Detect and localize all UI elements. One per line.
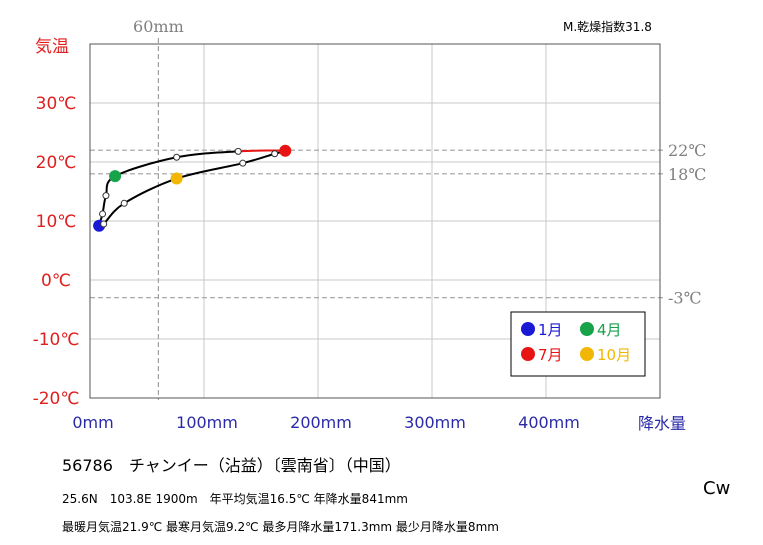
legend-label: 7月	[538, 346, 563, 364]
legend-box	[510, 311, 646, 377]
legend: 1月 4月 7月 10月	[510, 311, 646, 377]
curve-segment	[123, 177, 177, 205]
ref-label-temp: -3℃	[668, 289, 701, 308]
station-title: 56786 チャンイー（沾益）〔雲南省〕（中国）	[62, 456, 401, 475]
ref-label-temp: 18℃	[668, 165, 706, 184]
curve-segment	[176, 150, 239, 159]
legend-label: 10月	[597, 346, 631, 364]
plot-frame	[89, 43, 661, 399]
y-tick-label: 30℃	[36, 94, 77, 114]
month-point	[170, 172, 183, 185]
month-point	[102, 192, 110, 200]
reference-lines: 60mm 22℃ 18℃ -3℃	[90, 17, 706, 400]
tick-labels: 30℃ 20℃ 10℃ 0℃ -10℃ -20℃ 0mm 100mm 200mm 300mm 400…	[33, 94, 580, 432]
station-stats-1: 25.6N 103.8E 1900m 年平均気温16.5℃ 年降水量841mm	[62, 492, 408, 506]
month-point	[239, 159, 247, 167]
month-point	[173, 153, 181, 161]
y-tick-label: -20℃	[33, 389, 80, 409]
climate-class: Cw	[703, 478, 731, 499]
legend-marker	[521, 322, 535, 336]
month-point	[120, 199, 128, 207]
month-point	[100, 220, 108, 228]
legend-marker	[580, 322, 594, 336]
ref-label-temp: 22℃	[668, 141, 706, 160]
y-axis-label: 気温	[35, 37, 69, 57]
x-tick-label: 400mm	[518, 413, 580, 432]
legend-marker	[580, 347, 594, 361]
x-tick-label: 100mm	[176, 413, 238, 432]
legend-marker	[521, 347, 535, 361]
month-points	[93, 144, 292, 232]
x-axis-label: 降水量	[638, 414, 686, 433]
month-point	[279, 144, 292, 157]
y-tick-label: 0℃	[41, 271, 71, 291]
aridity-index: M.乾燥指数31.8	[563, 19, 652, 34]
legend-label: 4月	[597, 321, 622, 339]
y-tick-label: 10℃	[36, 212, 77, 232]
legend-label: 1月	[538, 321, 563, 339]
curve-segment	[176, 162, 244, 180]
ref-label-precip: 60mm	[133, 17, 184, 36]
month-point	[234, 147, 242, 155]
month-point	[99, 210, 107, 218]
month-point	[109, 170, 122, 183]
curve-segment	[238, 149, 286, 153]
x-tick-label: 300mm	[404, 413, 466, 432]
y-tick-label: -10℃	[33, 330, 80, 350]
station-stats-2: 最暖月気温21.9℃ 最寒月気温9.2℃ 最多月降水量171.3mm 最少月降水…	[62, 520, 499, 534]
y-tick-label: 20℃	[36, 153, 77, 173]
x-tick-label: 200mm	[290, 413, 352, 432]
x-tick-label: 0mm	[72, 413, 113, 432]
month-point	[271, 150, 279, 158]
